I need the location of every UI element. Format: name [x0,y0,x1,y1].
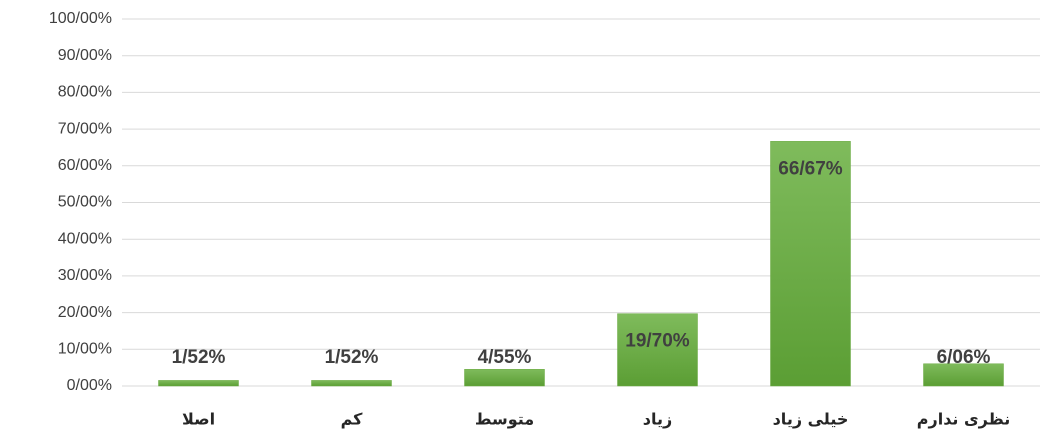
y-tick-label: 50/00% [58,194,112,211]
y-tick-label: 60/00% [58,157,112,174]
value-label: 6/06% [937,347,991,368]
y-tick-label: 40/00% [58,230,112,247]
bar [923,363,1004,387]
x-tick-label: نظری ندارم [917,410,1010,429]
bar [311,380,392,387]
y-tick-label: 20/00% [58,304,112,321]
y-tick-label: 90/00% [58,47,112,64]
y-tick-label: 100/00% [49,10,112,27]
x-tick-label: متوسط [475,410,534,429]
y-tick-label: 30/00% [58,267,112,284]
y-tick-label: 80/00% [58,84,112,101]
x-tick-label: کم [341,410,364,429]
y-tick-label: 0/00% [67,377,112,394]
bar [464,369,545,387]
value-label: 1/52% [325,347,379,368]
bar [617,313,698,387]
value-label: 66/67% [778,158,843,179]
x-tick-label: خیلی زیاد [773,410,849,429]
value-label: 19/70% [625,331,690,352]
y-tick-label: 70/00% [58,120,112,137]
bar [770,141,851,387]
x-tick-label: زیاد [643,410,672,429]
x-tick-label: اصلا [182,410,215,429]
value-label: 1/52% [172,347,226,368]
value-label: 4/55% [478,347,532,368]
y-tick-label: 10/00% [58,341,112,358]
bar [158,380,239,387]
